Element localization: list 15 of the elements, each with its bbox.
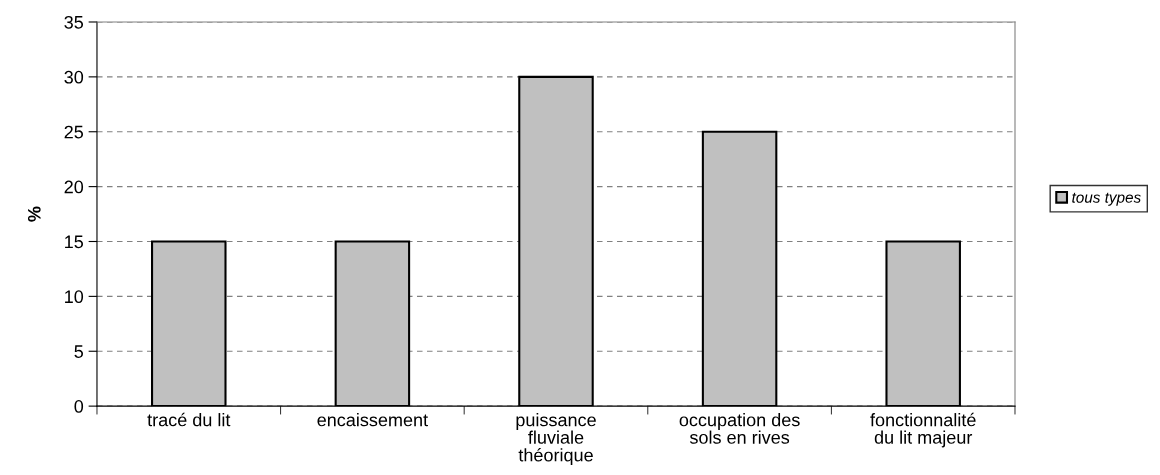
y-tick-label: 20 (64, 180, 84, 194)
x-tick-label: fonctionnalité du lit majeur (870, 412, 976, 448)
y-tick-label: 25 (64, 125, 84, 139)
x-tick-label: encaissement (317, 413, 428, 427)
y-tick-label: 35 (64, 15, 84, 29)
y-tick-label: 0 (74, 400, 84, 413)
legend-label: tous types (1072, 192, 1141, 206)
x-tick-label: occupation des sols en rives (679, 413, 800, 444)
y-axis-title: % (27, 206, 41, 222)
y-tick-label: 30 (64, 70, 84, 84)
y-tick-label: 5 (74, 345, 84, 358)
x-tick-label: tracé du lit (147, 412, 231, 427)
x-tick-label: puissance fluviale théorique (516, 413, 596, 466)
y-tick-label: 10 (65, 290, 84, 304)
y-tick-label: 15 (65, 235, 84, 249)
